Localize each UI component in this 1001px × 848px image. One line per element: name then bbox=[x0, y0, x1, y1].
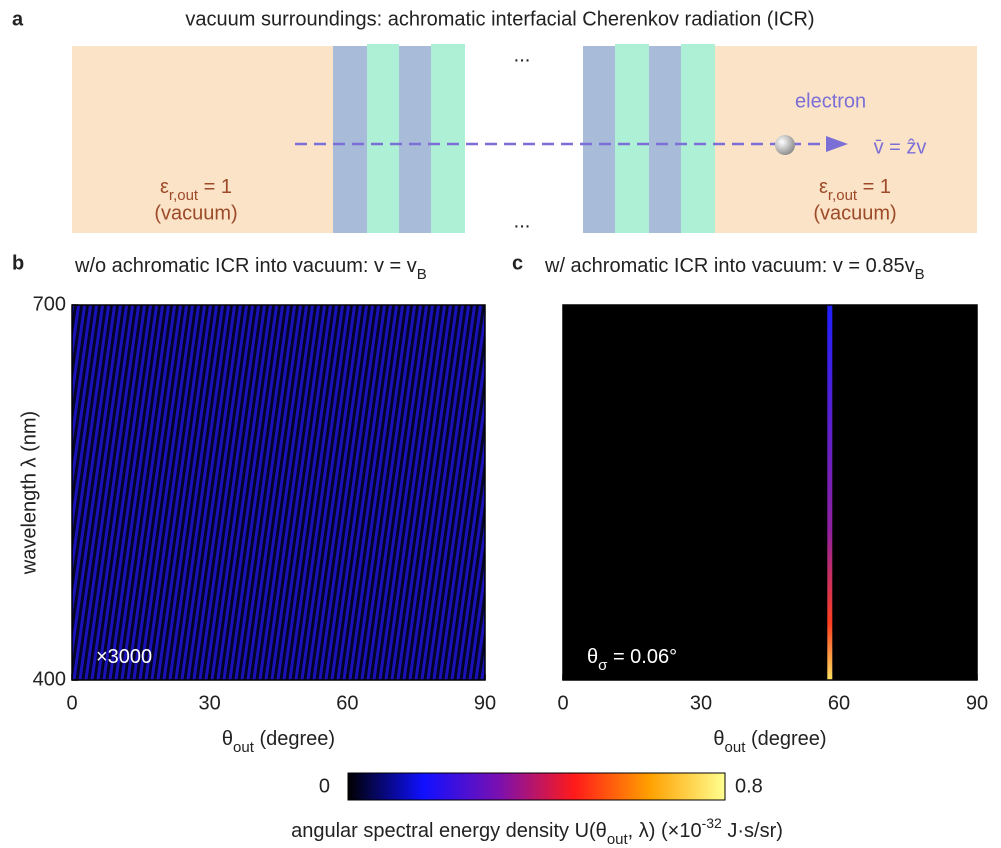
layer bbox=[431, 44, 465, 233]
text-part: ε bbox=[160, 176, 169, 198]
y-tick-label: 700 bbox=[33, 293, 66, 315]
panel-title: w/o achromatic ICR into vacuum: v = vB bbox=[74, 255, 427, 283]
y-axis-label: wavelength λ (nm) bbox=[18, 411, 40, 575]
text-part: = 1 bbox=[857, 176, 891, 198]
x-tick-label: 60 bbox=[828, 692, 850, 714]
subscript: r,out bbox=[169, 187, 199, 204]
x-tick-label: 90 bbox=[474, 692, 496, 714]
layer bbox=[399, 46, 431, 233]
ellipsis: ... bbox=[514, 44, 531, 66]
text-part: θ bbox=[222, 728, 233, 750]
panel-title: vacuum surroundings: achromatic interfac… bbox=[185, 8, 814, 30]
text-part: ×3000 bbox=[96, 646, 152, 668]
x-tick-label: 0 bbox=[66, 692, 77, 714]
superscript: -32 bbox=[702, 815, 722, 831]
text-part: (degree) bbox=[745, 728, 826, 750]
panel-label: a bbox=[12, 8, 24, 30]
text-part: (degree) bbox=[254, 728, 335, 750]
text-part: θ bbox=[713, 728, 724, 750]
layer bbox=[615, 44, 649, 233]
gap bbox=[465, 46, 583, 233]
subscript: out bbox=[233, 739, 255, 756]
velocity-label: v̄ = ẑv bbox=[874, 136, 927, 158]
panel-title: w/ achromatic ICR into vacuum: v = 0.85v… bbox=[544, 255, 925, 283]
plot-frame bbox=[562, 304, 978, 681]
medium-label: (vacuum) bbox=[154, 202, 237, 224]
text-part: J·s/sr) bbox=[722, 820, 783, 842]
x-tick-label: 90 bbox=[966, 692, 988, 714]
subscript: out bbox=[607, 831, 629, 848]
layer bbox=[333, 46, 367, 233]
layer bbox=[367, 44, 399, 233]
electron-label: electron bbox=[795, 90, 866, 112]
text-part: = 1 bbox=[198, 176, 232, 198]
permittivity: εr,out = 1 bbox=[160, 176, 232, 204]
subscript: r,out bbox=[828, 187, 858, 204]
subscript: B bbox=[915, 266, 925, 283]
colorbar bbox=[347, 772, 726, 801]
subscript: B bbox=[417, 266, 427, 283]
text-part: angular spectral energy density U(θ bbox=[291, 820, 607, 842]
y-tick-label: 400 bbox=[33, 668, 66, 690]
subscript: out bbox=[725, 739, 747, 756]
electron bbox=[775, 135, 795, 155]
text-part: w/o achromatic ICR into vacuum: v = v bbox=[74, 255, 417, 277]
heatmap-image bbox=[72, 305, 485, 680]
x-tick-label: 30 bbox=[199, 692, 221, 714]
annotation: ×3000 bbox=[96, 646, 152, 668]
colorbar-tick-label: 0.8 bbox=[735, 775, 763, 797]
permittivity: εr,out = 1 bbox=[819, 176, 891, 204]
x-tick-label: 0 bbox=[557, 692, 568, 714]
x-axis-label: θout (degree) bbox=[713, 728, 826, 756]
ellipsis: ... bbox=[514, 210, 531, 232]
plot-frame bbox=[71, 304, 486, 681]
emission-line bbox=[827, 305, 833, 680]
x-tick-label: 60 bbox=[336, 692, 358, 714]
annotation: θσ = 0.06° bbox=[587, 646, 677, 674]
text-part: θ bbox=[587, 646, 598, 668]
text-part: , λ) (×10 bbox=[628, 820, 702, 842]
heatmap-image bbox=[563, 305, 977, 680]
panel-label: c bbox=[512, 252, 523, 274]
text-part: ε bbox=[819, 176, 828, 198]
layer bbox=[583, 46, 615, 233]
layer bbox=[649, 46, 681, 233]
subscript: σ bbox=[598, 657, 608, 674]
x-tick-label: 30 bbox=[690, 692, 712, 714]
arrow-head bbox=[826, 136, 848, 152]
colorbar-tick-label: 0 bbox=[319, 775, 330, 797]
panel-label: b bbox=[12, 252, 24, 274]
text-part: = 0.06° bbox=[607, 646, 677, 668]
x-axis-label: θout (degree) bbox=[222, 728, 335, 756]
colorbar-label: angular spectral energy density U(θout, … bbox=[291, 815, 783, 848]
medium-label: (vacuum) bbox=[813, 202, 896, 224]
layer bbox=[681, 44, 715, 233]
text-part: w/ achromatic ICR into vacuum: v = 0.85v bbox=[544, 255, 915, 277]
